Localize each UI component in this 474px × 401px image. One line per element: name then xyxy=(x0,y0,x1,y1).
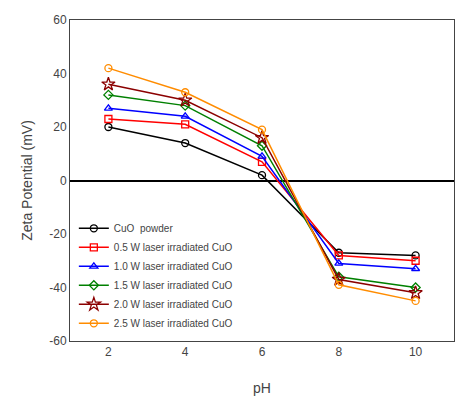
svg-text:2.5 W laser irradiated CuO: 2.5 W laser irradiated CuO xyxy=(114,318,233,329)
svg-text:1.0 W laser irradiated CuO: 1.0 W laser irradiated CuO xyxy=(114,261,233,272)
svg-text:-20: -20 xyxy=(49,227,67,241)
svg-text:4: 4 xyxy=(182,345,189,359)
svg-text:2: 2 xyxy=(105,345,112,359)
svg-text:0.5 W laser irradiated CuO: 0.5 W laser irradiated CuO xyxy=(114,242,233,253)
svg-text:-40: -40 xyxy=(49,281,67,295)
svg-text:6: 6 xyxy=(259,345,266,359)
svg-text:2.0 W laser irradiated CuO: 2.0 W laser irradiated CuO xyxy=(114,299,233,310)
svg-text:20: 20 xyxy=(53,120,67,134)
svg-text:10: 10 xyxy=(409,345,423,359)
svg-text:-60: -60 xyxy=(49,334,67,348)
svg-text:Zeta Potential (mV): Zeta Potential (mV) xyxy=(19,120,35,241)
svg-text:pH: pH xyxy=(253,380,271,396)
svg-text:60: 60 xyxy=(53,13,67,27)
svg-text:1.5 W laser irradiated CuO: 1.5 W laser irradiated CuO xyxy=(114,280,233,291)
svg-text:40: 40 xyxy=(53,67,67,81)
svg-text:0: 0 xyxy=(60,174,67,188)
svg-text:8: 8 xyxy=(335,345,342,359)
svg-text:CuO powder: CuO powder xyxy=(114,223,174,234)
